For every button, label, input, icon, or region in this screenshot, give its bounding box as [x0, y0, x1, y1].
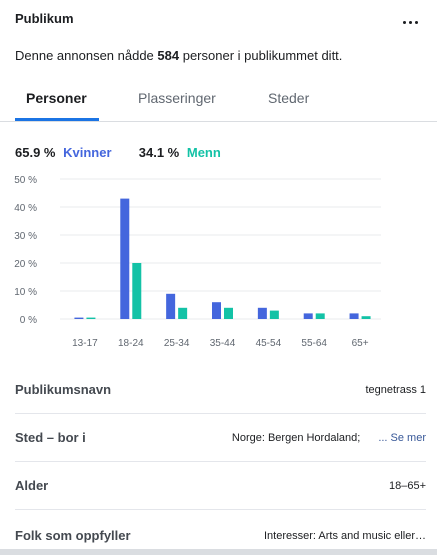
- row-divider: [15, 413, 426, 414]
- x-tick-label: 65+: [352, 338, 369, 349]
- detail-row-targeting: Folk som oppfyller Interesser: Arts and …: [15, 512, 426, 560]
- men-percent: 34.1 %: [138, 145, 180, 160]
- age-value: 18–65+: [388, 480, 426, 492]
- detail-row-audience-name: Publikumsnavn tegnetrass 1: [15, 366, 426, 414]
- women-percent: 65.9 %: [15, 145, 56, 160]
- bottom-scroll-edge: [0, 549, 437, 555]
- x-tick-label: 25-34: [164, 338, 190, 349]
- y-tick-label: 40 %: [14, 203, 37, 214]
- audience-name-label: Publikumsnavn: [15, 382, 112, 397]
- bar-kvinner: [166, 293, 176, 319]
- bar-kvinner: [303, 313, 313, 319]
- see-more-link[interactable]: ... Se mer: [378, 432, 426, 444]
- x-tick-label: 18-24: [118, 338, 144, 349]
- detail-row-age: Alder 18–65+: [15, 462, 426, 510]
- tab-plasseringer[interactable]: Plasseringer: [138, 90, 216, 106]
- x-tick-label: 45-54: [256, 338, 282, 349]
- more-options-icon[interactable]: [402, 11, 420, 25]
- bar-menn: [315, 313, 325, 319]
- reach-count: 584: [157, 48, 180, 63]
- bar-kvinner: [120, 198, 130, 319]
- bar-menn: [361, 316, 371, 319]
- tab-divider: [0, 121, 437, 122]
- bar-menn: [224, 307, 233, 319]
- men-label: Menn: [186, 145, 221, 160]
- bar-menn: [269, 310, 279, 319]
- bar-menn: [178, 307, 188, 319]
- bar-kvinner: [257, 307, 267, 319]
- audience-name-value: tegnetrass 1: [365, 384, 426, 396]
- y-tick-label: 20 %: [14, 259, 37, 270]
- location-text: Norge: Bergen Hordaland;: [231, 432, 361, 444]
- tab-personer[interactable]: Personer: [26, 90, 87, 106]
- row-divider: [15, 509, 426, 510]
- row-divider: [15, 461, 426, 462]
- x-tick-label: 55-64: [301, 338, 327, 349]
- y-tick-label: 50 %: [14, 175, 37, 186]
- x-tick-label: 35-44: [210, 338, 236, 349]
- x-tick-label: 13-17: [72, 338, 98, 349]
- targeting-value: Interesser: Arts and music eller…: [263, 530, 426, 542]
- y-tick-label: 10 %: [14, 287, 37, 298]
- y-tick-label: 0 %: [20, 315, 37, 326]
- location-label: Sted – bor i: [15, 430, 86, 445]
- detail-row-location: Sted – bor i Norge: Bergen Hordaland;...…: [15, 414, 426, 462]
- bar-menn: [86, 317, 96, 319]
- summary-prefix: Denne annonsen nådde: [15, 48, 158, 63]
- tab-steder[interactable]: Steder: [268, 90, 310, 106]
- age-gender-bar-chart: 50 % 40 % 30 % 20 % 10 % 0 % 13-17 18-24 25-34 35…: [14, 175, 381, 349]
- bar-menn: [132, 263, 142, 319]
- reach-summary: Denne annonsen nådde 584 personer i publ…: [15, 48, 342, 63]
- women-label: Kvinner: [63, 145, 112, 160]
- bar-kvinner: [212, 302, 221, 319]
- summary-suffix: personer i publikummet ditt.: [179, 48, 343, 63]
- location-value: Norge: Bergen Hordaland; ... Se mer: [232, 414, 426, 462]
- bar-kvinner: [349, 313, 359, 319]
- active-tab-indicator: [15, 118, 99, 121]
- panel-title: Publikum: [15, 11, 74, 26]
- age-label: Alder: [15, 478, 49, 493]
- bar-kvinner: [74, 317, 84, 319]
- y-tick-label: 30 %: [14, 231, 37, 242]
- gender-split: 65.9 % Kvinner 34.1 % Menn: [15, 145, 221, 160]
- targeting-label: Folk som oppfyller: [15, 528, 131, 543]
